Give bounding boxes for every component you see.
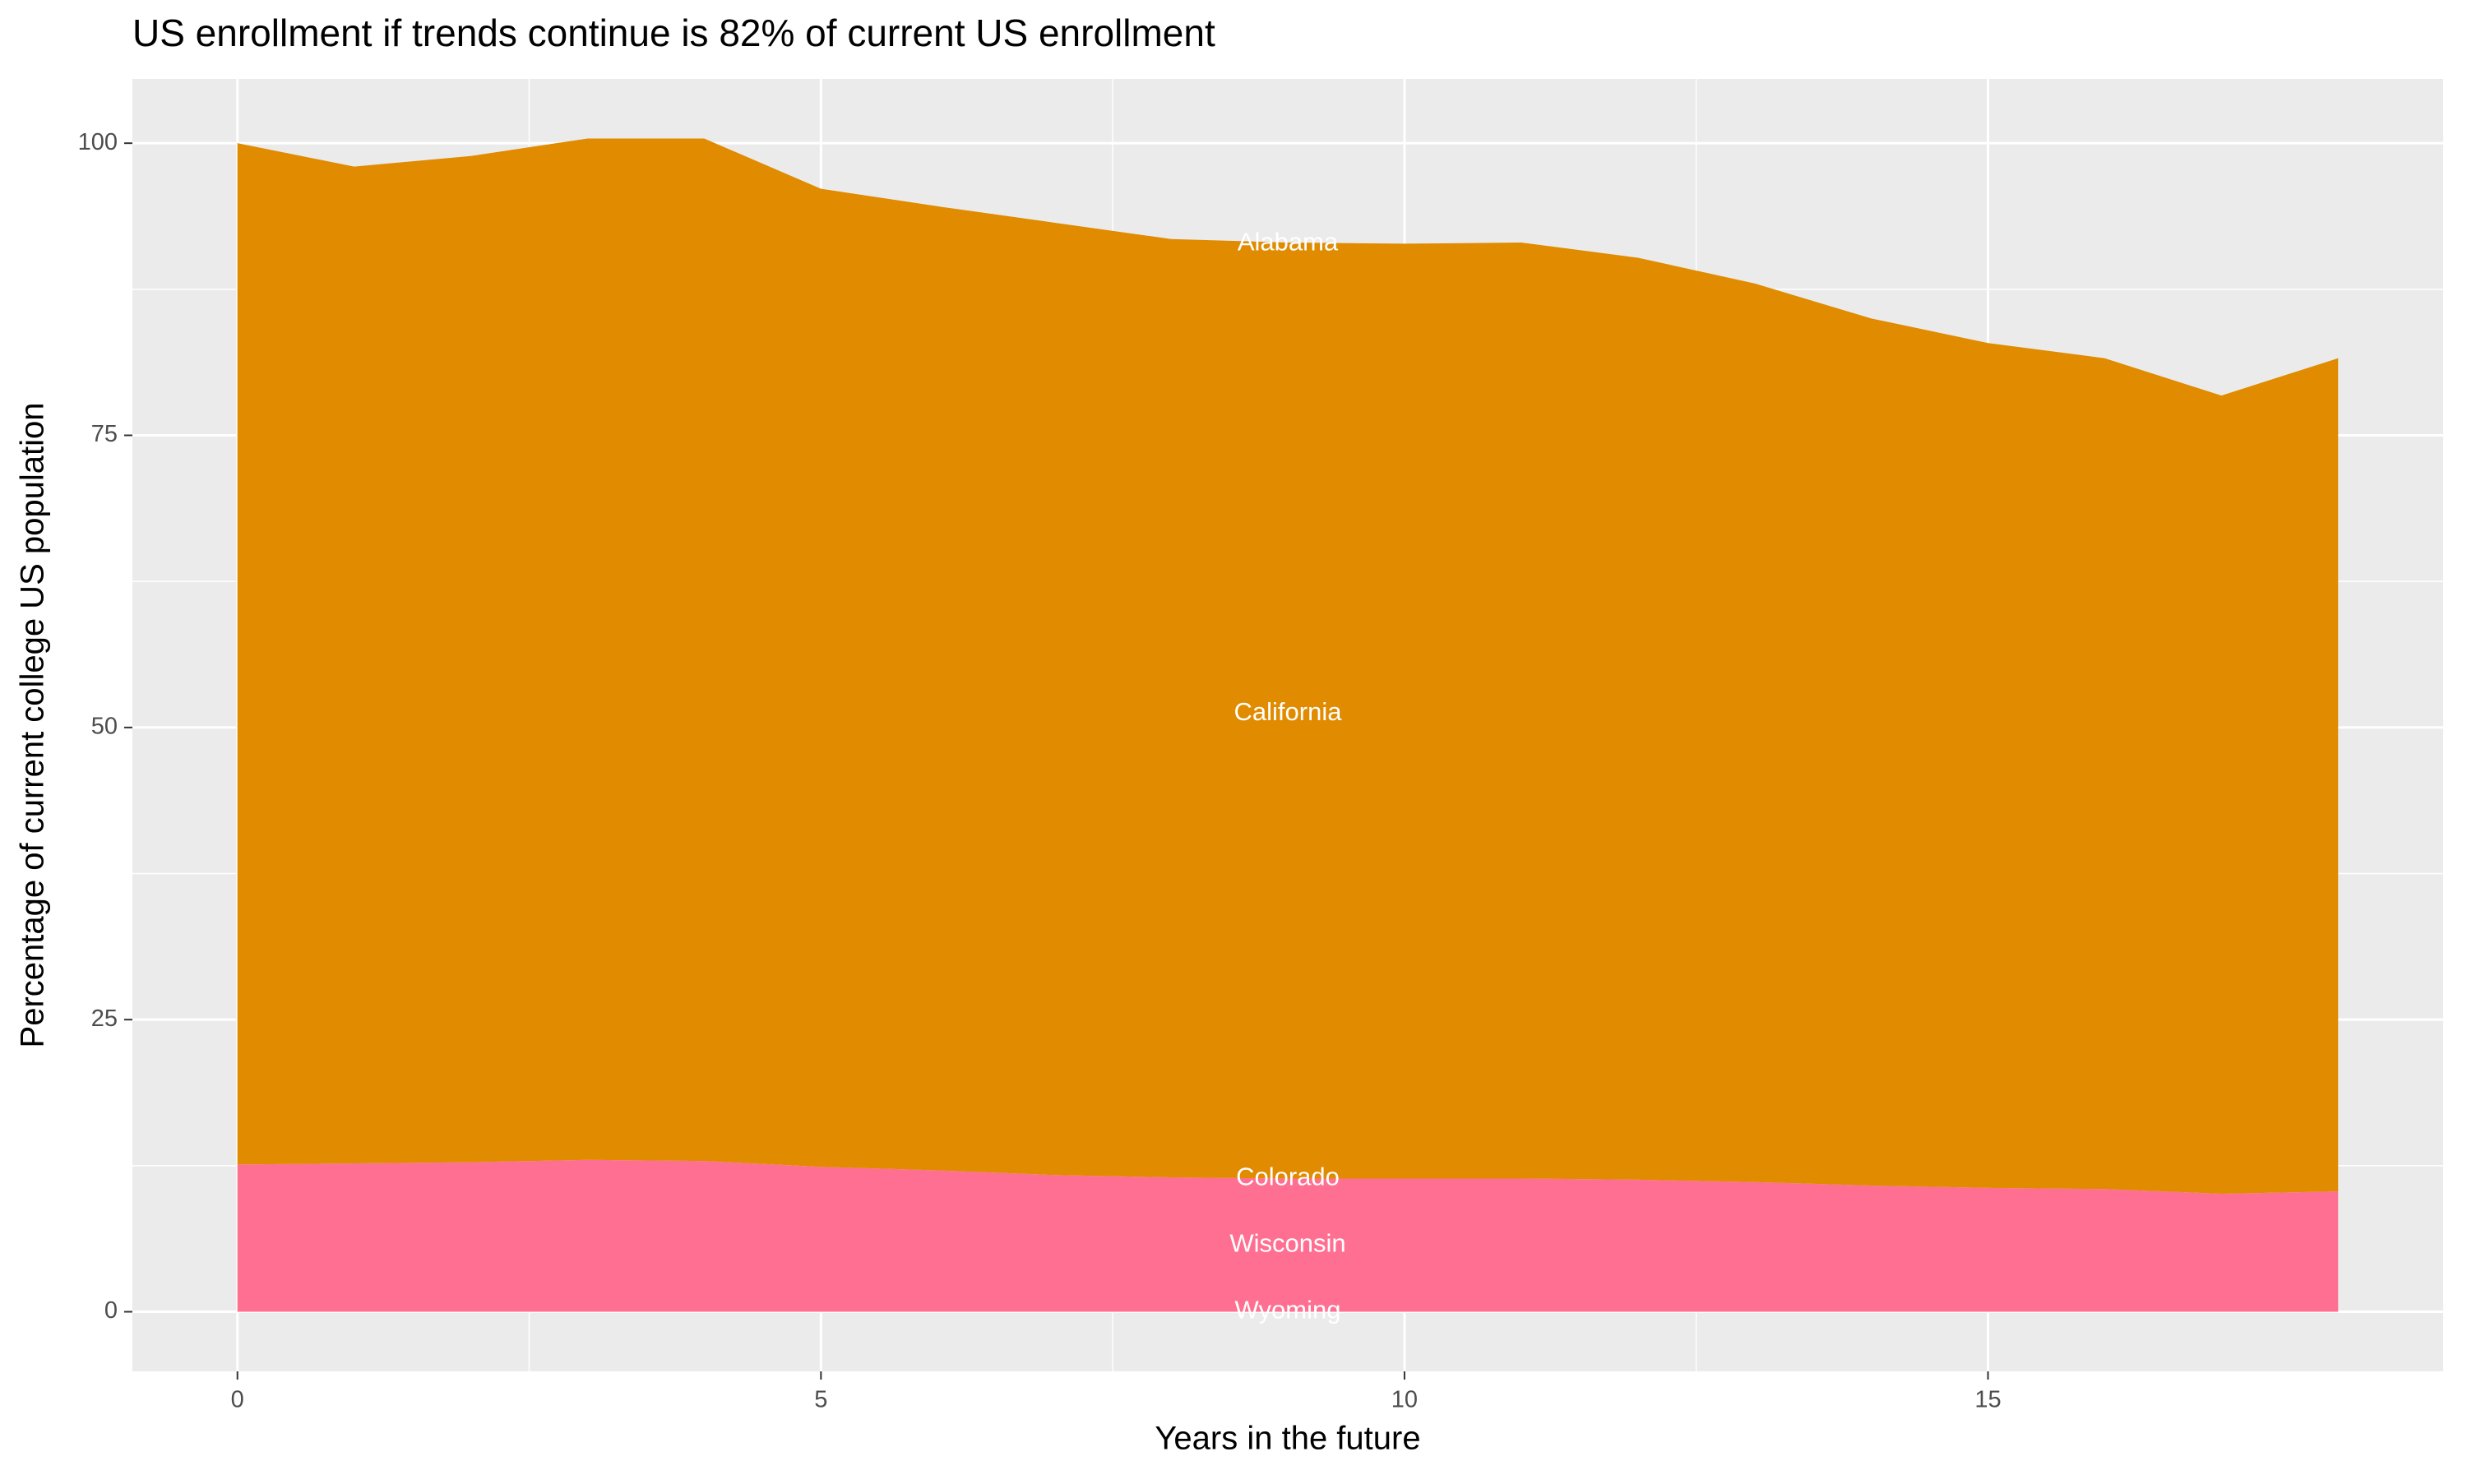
x-tick-label: 10 (1391, 1387, 1418, 1413)
y-axis-title: Percentage of current college US populat… (15, 403, 51, 1048)
annotation: Alabama (1238, 228, 1339, 257)
area (237, 138, 2339, 1194)
y-tick-label: 0 (104, 1297, 118, 1324)
x-tick-label: 0 (231, 1387, 244, 1413)
x-axis-title: Years in the future (1155, 1421, 1420, 1457)
annotation: Wisconsin (1229, 1229, 1345, 1258)
y-tick-label: 50 (91, 713, 118, 739)
annotation: California (1234, 697, 1343, 726)
y-tick-label: 25 (91, 1006, 118, 1032)
chart-title: US enrollment if trends continue is 82% … (132, 12, 1215, 54)
x-tick-label: 5 (814, 1387, 827, 1413)
annotation: Colorado (1236, 1163, 1340, 1191)
annotation: Wyoming (1235, 1296, 1341, 1325)
area (237, 1159, 2339, 1312)
y-tick-label: 75 (91, 421, 118, 447)
y-tick-label: 100 (78, 129, 118, 155)
x-tick-label: 15 (1974, 1387, 2001, 1413)
